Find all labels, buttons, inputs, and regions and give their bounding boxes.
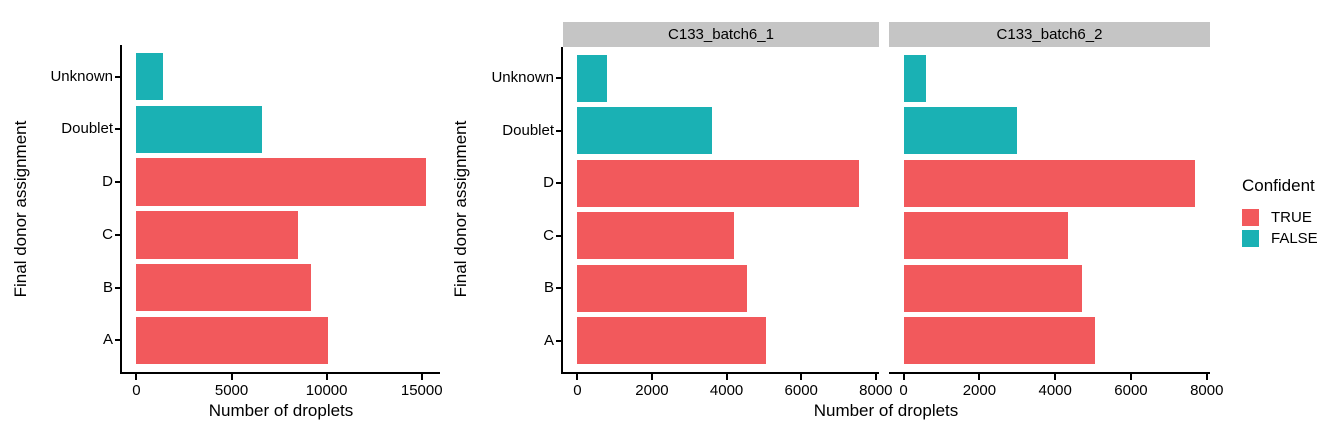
x-tick xyxy=(1054,374,1057,380)
y-tick xyxy=(115,128,120,131)
facet-y-axis-title: Final donor assignment xyxy=(451,120,470,298)
bar-facet2-d xyxy=(903,159,1196,207)
x-tick-label: 10000 xyxy=(305,382,348,399)
bar-facet1-c xyxy=(577,212,735,260)
facet-strip-label: C133_batch6_1 xyxy=(668,26,774,43)
x-tick xyxy=(230,374,233,380)
legend: Confident TRUE FALSE xyxy=(1242,176,1318,251)
x-tick-label: 0 xyxy=(573,382,582,399)
x-tick-label: 0 xyxy=(899,382,908,399)
y-tick xyxy=(115,286,120,289)
y-tick xyxy=(556,77,561,80)
x-tick xyxy=(978,374,981,380)
y-tick-label-doublet: Doublet xyxy=(502,121,554,139)
bar-facet2-b xyxy=(903,264,1082,312)
y-tick-label-d: D xyxy=(102,173,113,191)
x-tick xyxy=(800,374,803,380)
y-tick-label-b: B xyxy=(102,278,113,296)
x-tick-label: 8000 xyxy=(1190,382,1224,399)
y-tick xyxy=(115,339,120,342)
bar-facet1-d xyxy=(577,159,860,207)
x-axis-line xyxy=(561,372,879,374)
bar-facet2-unknown xyxy=(903,54,927,103)
x-tick-label: 4000 xyxy=(1038,382,1072,399)
bar-facet1-unknown xyxy=(577,54,608,103)
x-tick xyxy=(874,374,877,380)
y-tick xyxy=(115,181,120,184)
x-tick xyxy=(420,374,423,380)
x-axis-line xyxy=(120,372,440,374)
y-tick-label-unknown: Unknown xyxy=(491,69,554,87)
y-tick-label-b: B xyxy=(543,279,554,297)
legend-swatch-true-icon xyxy=(1242,209,1259,226)
x-tick-label: 6000 xyxy=(784,382,818,399)
x-tick-label: 5000 xyxy=(214,382,249,399)
y-tick-label-a: A xyxy=(102,331,113,349)
bar-facet1-doublet xyxy=(577,107,712,155)
legend-item-false: FALSE xyxy=(1242,230,1318,247)
y-tick-label-a: A xyxy=(543,331,554,349)
combined-x-axis-title: Number of droplets xyxy=(208,401,354,420)
y-tick-label-c: C xyxy=(102,225,113,243)
y-tick-label-unknown: Unknown xyxy=(50,67,113,85)
y-axis-line xyxy=(561,47,563,374)
y-tick xyxy=(556,339,561,342)
bar-facet1-a xyxy=(577,316,766,365)
bar-facet2-c xyxy=(903,212,1069,260)
combined-y-axis-title: Final donor assignment xyxy=(11,120,30,298)
y-tick xyxy=(556,287,561,290)
x-tick-label: 2000 xyxy=(635,382,669,399)
bar-facet2-doublet xyxy=(903,107,1018,155)
legend-title: Confident xyxy=(1242,176,1315,195)
bar-combined-doublet xyxy=(136,105,262,154)
x-tick-label: 2000 xyxy=(962,382,997,399)
y-tick-label-doublet: Doublet xyxy=(61,120,113,138)
x-tick xyxy=(1129,374,1132,380)
x-tick xyxy=(725,374,728,380)
y-tick xyxy=(556,129,561,132)
x-tick xyxy=(902,374,905,380)
bar-combined-b xyxy=(136,263,312,312)
facet-strip: C133_batch6_1 xyxy=(563,22,879,47)
facet-x-axis-title: Number of droplets xyxy=(813,401,959,420)
bar-combined-d xyxy=(136,158,426,206)
x-tick xyxy=(325,374,328,380)
x-tick-label: 6000 xyxy=(1114,382,1148,399)
x-tick xyxy=(576,374,579,380)
x-tick-label: 15000 xyxy=(400,382,443,399)
facet-strip-label: C133_batch6_2 xyxy=(996,26,1103,43)
x-tick-label: 4000 xyxy=(709,382,744,399)
y-tick xyxy=(115,75,120,78)
y-tick xyxy=(115,233,120,236)
y-tick xyxy=(556,182,561,185)
bar-combined-a xyxy=(136,316,328,365)
y-axis-line xyxy=(120,45,122,374)
x-tick-label: 0 xyxy=(132,382,141,399)
x-tick xyxy=(650,374,653,380)
legend-label-false: FALSE xyxy=(1271,230,1318,247)
legend-item-true: TRUE xyxy=(1242,209,1318,226)
y-tick-label-c: C xyxy=(543,226,554,244)
bar-combined-unknown xyxy=(136,52,164,101)
y-tick xyxy=(556,234,561,237)
x-axis-line xyxy=(889,372,1210,374)
legend-label-true: TRUE xyxy=(1271,209,1312,226)
x-tick xyxy=(135,374,138,380)
y-tick-label-d: D xyxy=(543,174,554,192)
x-tick-label: 8000 xyxy=(859,382,893,399)
x-tick xyxy=(1205,374,1208,380)
bar-facet1-b xyxy=(577,264,748,312)
facet-strip: C133_batch6_2 xyxy=(889,22,1210,47)
bar-facet2-a xyxy=(903,316,1095,365)
legend-swatch-false-icon xyxy=(1242,230,1259,247)
bar-combined-c xyxy=(136,211,299,259)
